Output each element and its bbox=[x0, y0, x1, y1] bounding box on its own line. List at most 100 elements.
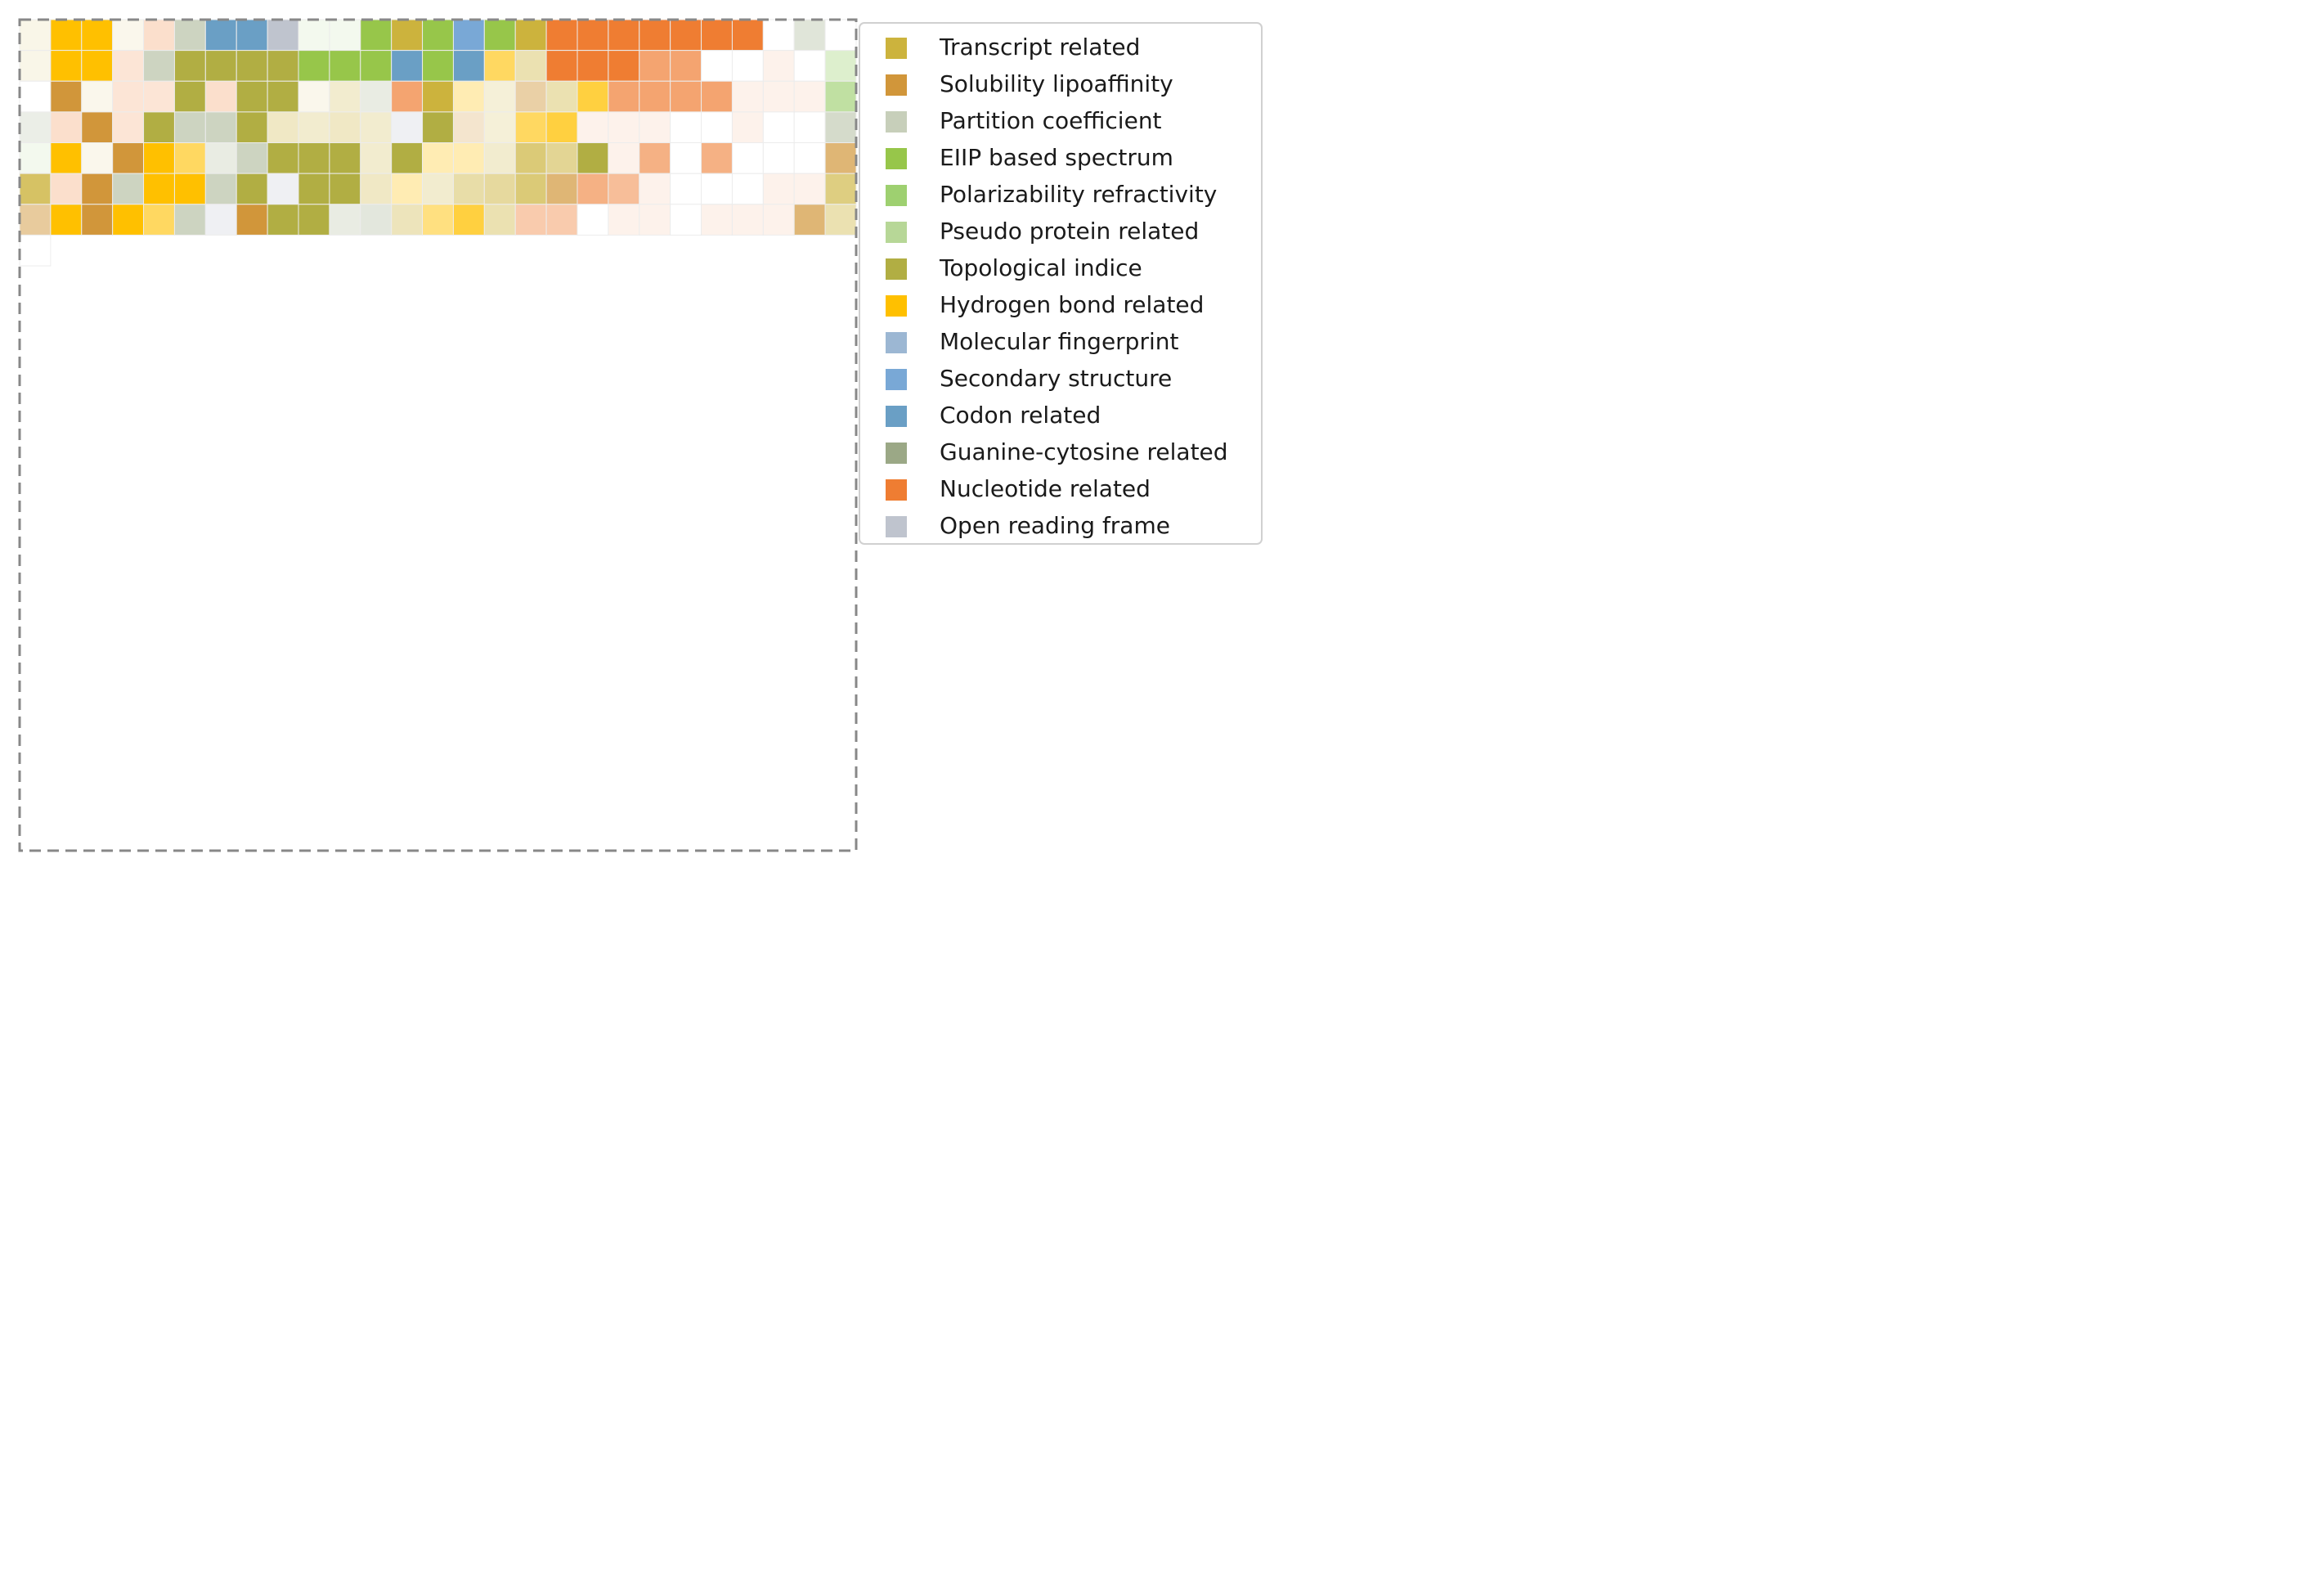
heatmap-cell bbox=[236, 142, 268, 174]
heatmap-cell bbox=[731, 19, 764, 52]
heatmap-cell bbox=[267, 111, 299, 144]
legend-label: Guanine-cytosine related bbox=[940, 438, 1228, 465]
heatmap-cell bbox=[545, 19, 578, 52]
heatmap-cell bbox=[50, 50, 83, 82]
legend-label: Polarizability refractivity bbox=[940, 181, 1218, 208]
plot-frame bbox=[18, 18, 858, 852]
heatmap-cell bbox=[514, 173, 547, 205]
heatmap-cell bbox=[514, 111, 547, 144]
heatmap-cell bbox=[670, 173, 702, 205]
heatmap-cell bbox=[514, 80, 547, 113]
legend-label: Transcript related bbox=[940, 34, 1141, 61]
heatmap-cell bbox=[422, 111, 454, 144]
heatmap-cell bbox=[81, 111, 114, 144]
heatmap-cell bbox=[329, 19, 361, 52]
heatmap-cell bbox=[793, 80, 826, 113]
heatmap-cell bbox=[639, 111, 671, 144]
heatmap-cell bbox=[298, 173, 330, 205]
legend-item: Solubility lipoaffinity bbox=[860, 65, 1261, 102]
legend-swatch bbox=[886, 443, 907, 464]
heatmap-cell bbox=[824, 80, 857, 113]
heatmap-cell bbox=[452, 80, 485, 113]
heatmap-cell bbox=[173, 142, 206, 174]
heatmap-cell bbox=[639, 19, 671, 52]
heatmap-cell bbox=[422, 204, 454, 236]
heatmap-cell bbox=[391, 111, 424, 144]
heatmap-cell bbox=[639, 50, 671, 82]
heatmap-cell bbox=[793, 50, 826, 82]
heatmap-cell bbox=[298, 142, 330, 174]
heatmap-cell bbox=[670, 142, 702, 174]
heatmap-cell bbox=[173, 50, 206, 82]
heatmap-cell bbox=[639, 204, 671, 236]
legend-label: Hydrogen bond related bbox=[940, 291, 1205, 318]
heatmap-cell bbox=[298, 111, 330, 144]
heatmap-cell bbox=[81, 80, 114, 113]
heatmap-cell bbox=[236, 19, 268, 52]
heatmap-cell bbox=[298, 19, 330, 52]
heatmap-cell bbox=[824, 142, 857, 174]
legend-swatch bbox=[886, 74, 907, 96]
legend-item: Codon related bbox=[860, 397, 1261, 434]
heatmap-cell bbox=[608, 50, 640, 82]
heatmap-cell bbox=[19, 111, 52, 144]
heatmap-cell bbox=[514, 19, 547, 52]
heatmap-cell bbox=[173, 173, 206, 205]
heatmap-cell bbox=[360, 111, 393, 144]
heatmap-cell bbox=[452, 19, 485, 52]
heatmap-cell bbox=[267, 50, 299, 82]
heatmap-cell bbox=[422, 142, 454, 174]
heatmap-cell bbox=[391, 173, 424, 205]
heatmap-cell bbox=[608, 204, 640, 236]
legend-label: Open reading frame bbox=[940, 512, 1170, 539]
heatmap-cell bbox=[19, 80, 52, 113]
heatmap-cell bbox=[577, 111, 609, 144]
legend-item: Topological indice bbox=[860, 249, 1261, 286]
legend-label: EIIP based spectrum bbox=[940, 144, 1173, 171]
heatmap-cell bbox=[173, 111, 206, 144]
heatmap-cell bbox=[298, 50, 330, 82]
heatmap-cell bbox=[329, 142, 361, 174]
heatmap-cell bbox=[762, 204, 795, 236]
heatmap-cell bbox=[639, 173, 671, 205]
heatmap-cell bbox=[793, 173, 826, 205]
heatmap-cell bbox=[81, 19, 114, 52]
heatmap-cell bbox=[731, 80, 764, 113]
legend-label: Secondary structure bbox=[940, 365, 1173, 392]
heatmap-cell bbox=[112, 142, 145, 174]
legend-swatch bbox=[886, 479, 907, 501]
heatmap-cell bbox=[731, 173, 764, 205]
heatmap-cell bbox=[824, 50, 857, 82]
heatmap-cell bbox=[360, 19, 393, 52]
heatmap-cell bbox=[236, 111, 268, 144]
heatmap-cell bbox=[701, 19, 733, 52]
heatmap-cell bbox=[81, 142, 114, 174]
heatmap-cell bbox=[762, 111, 795, 144]
legend-swatch bbox=[886, 332, 907, 353]
heatmap-cell bbox=[639, 80, 671, 113]
heatmap-cell bbox=[483, 173, 516, 205]
legend-label: Solubility lipoaffinity bbox=[940, 70, 1173, 97]
heatmap-cell bbox=[577, 142, 609, 174]
heatmap-cell bbox=[670, 80, 702, 113]
legend-item: Partition coefficient bbox=[860, 102, 1261, 139]
heatmap-cell bbox=[143, 204, 175, 236]
heatmap-cell bbox=[762, 173, 795, 205]
heatmap-cell bbox=[391, 19, 424, 52]
heatmap-cell bbox=[824, 111, 857, 144]
heatmap-cell bbox=[81, 50, 114, 82]
heatmap-cell bbox=[19, 234, 52, 267]
heatmap-cell bbox=[762, 142, 795, 174]
legend-swatch bbox=[886, 258, 907, 280]
heatmap-cell bbox=[112, 204, 145, 236]
legend: Transcript related Solubility lipoaffinit… bbox=[859, 22, 1263, 545]
heatmap-cell bbox=[204, 111, 237, 144]
heatmap-cell bbox=[267, 173, 299, 205]
heatmap-cell bbox=[793, 142, 826, 174]
heatmap-cell bbox=[452, 173, 485, 205]
heatmap-cell bbox=[204, 142, 237, 174]
heatmap-cell bbox=[577, 19, 609, 52]
heatmap-cell bbox=[204, 173, 237, 205]
heatmap-cell bbox=[824, 173, 857, 205]
heatmap-cell bbox=[701, 173, 733, 205]
